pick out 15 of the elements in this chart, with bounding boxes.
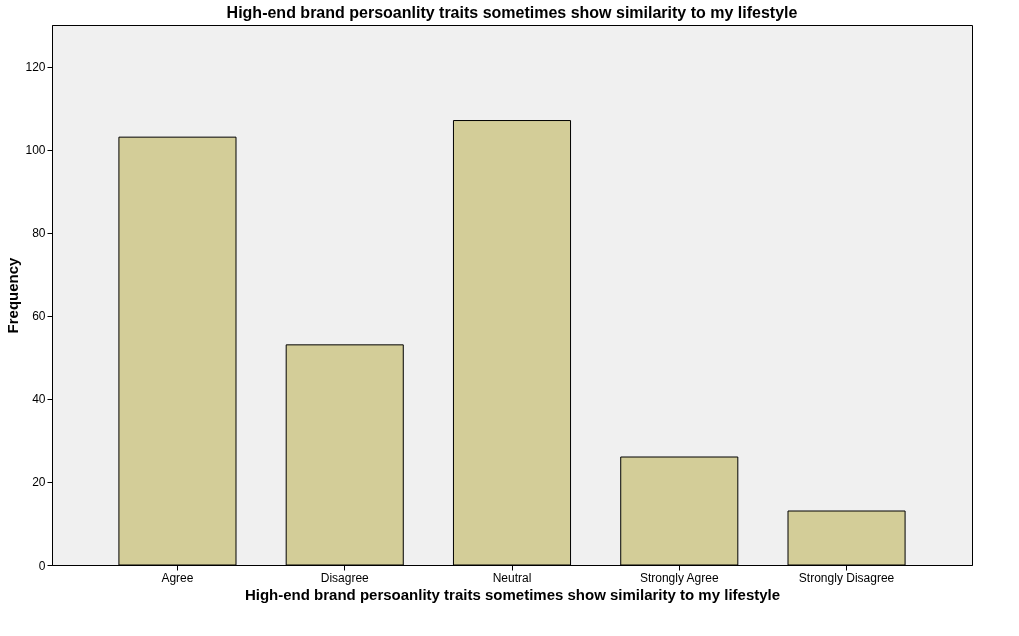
chart-title: High-end brand persoanlity traits sometimes show similarity to my lifestyle [226,4,798,21]
x-tick-label: Strongly Agree [639,570,719,585]
y-tick-label: 60 [32,309,46,324]
y-tick-label: 80 [32,226,46,241]
y-tick-label: 0 [38,558,46,573]
y-axis-title: Frequency [4,256,22,334]
x-tick-label: Agree [161,570,194,585]
y-tick-label: 120 [25,60,46,75]
y-tick-label: 100 [25,143,46,158]
x-tick-label: Neutral [492,570,532,585]
y-tick-label: 40 [32,392,46,407]
x-tick-label: Strongly Disagree [798,570,895,585]
x-axis-title: High-end brand persoanlity traits sometimes show similarity to my lifestyle [244,585,781,603]
y-tick-label: 20 [32,475,46,490]
x-tick-label: Disagree [320,570,370,585]
